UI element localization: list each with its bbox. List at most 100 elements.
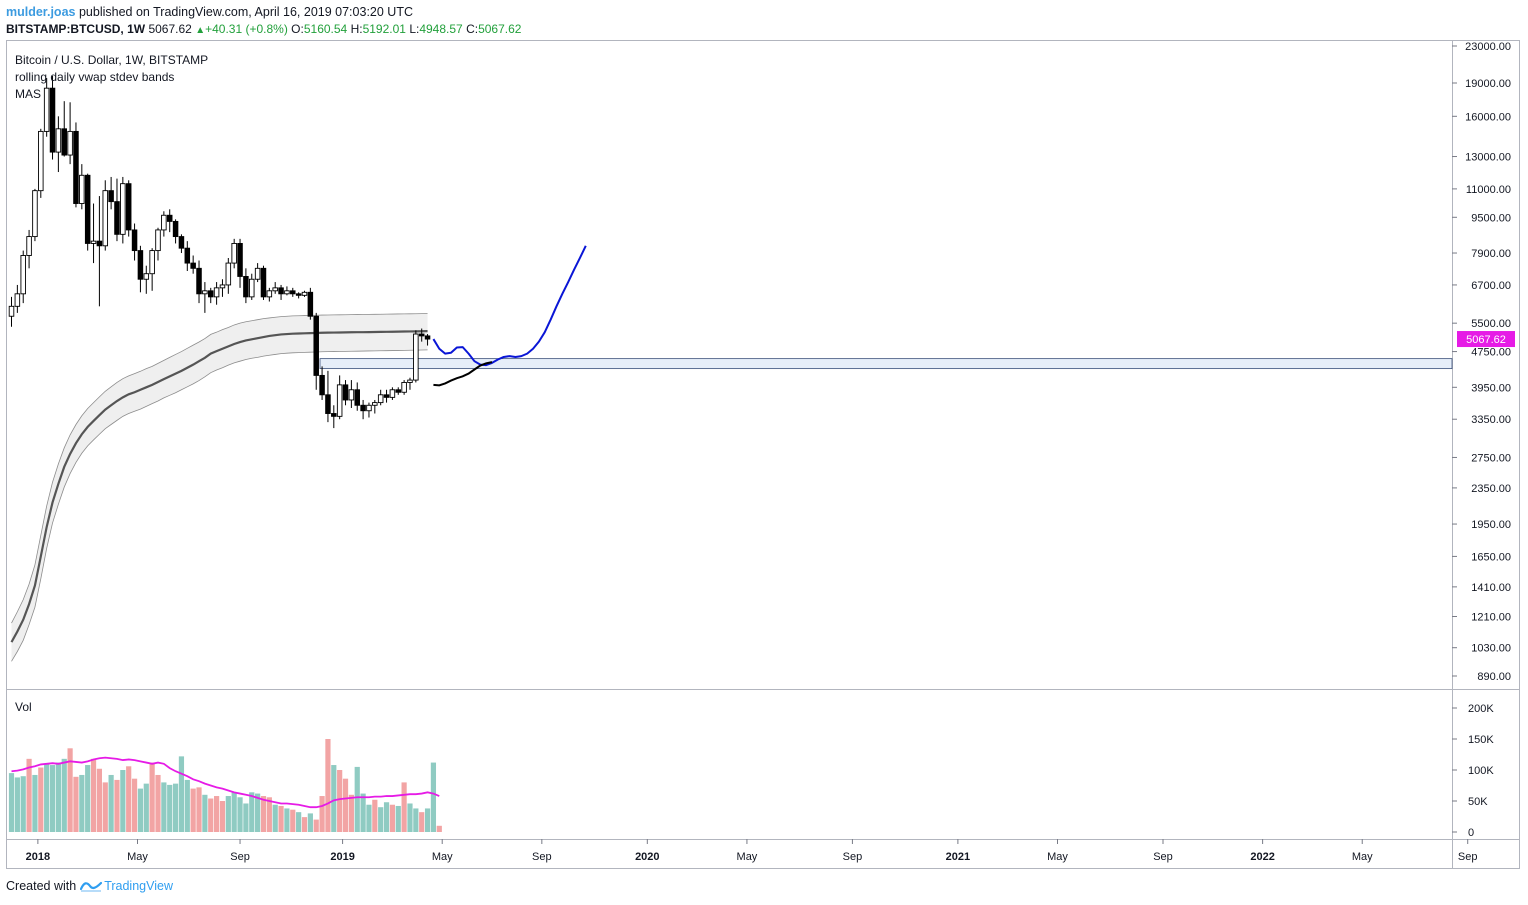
candle: [73, 122, 79, 208]
candle: [190, 255, 196, 274]
time-tick-label: 2021: [946, 851, 970, 863]
chart-canvas[interactable]: 890.00 1030.00 1210.00 1410.00 1650.00 1950.0…: [6, 40, 1520, 869]
legend-indicator-vwap[interactable]: rolling daily vwap stdev bands: [15, 70, 174, 84]
price-axis[interactable]: 890.00 1030.00 1210.00 1410.00 1650.00 1950.0…: [1452, 41, 1511, 683]
price-tick-label: 1030.00: [1471, 643, 1511, 655]
volume-tick-label: 200K: [1468, 703, 1494, 715]
candle: [207, 287, 214, 304]
candle: [20, 250, 26, 304]
candle: [266, 287, 273, 302]
candle: [325, 370, 331, 423]
volume-bar: [389, 804, 395, 832]
candle: [49, 76, 56, 160]
price-tick-label: 5500.00: [1471, 318, 1511, 330]
volume-bar: [190, 788, 196, 832]
candle: [55, 116, 62, 173]
volume-bar: [372, 799, 378, 832]
candle: [342, 380, 349, 406]
volume-tick-label: 100K: [1468, 765, 1494, 777]
candle: [137, 245, 144, 293]
candle: [131, 223, 138, 261]
candle-body: [266, 290, 273, 298]
candle-body: [137, 250, 144, 280]
candle-body: [272, 287, 278, 292]
volume-bar: [219, 801, 226, 832]
candle: [418, 328, 425, 342]
author-link[interactable]: mulder.joas: [6, 5, 76, 19]
volume-bar: [331, 765, 337, 832]
candle: [395, 387, 402, 395]
volume-bar: [237, 797, 243, 832]
candle-body: [307, 291, 314, 317]
candle-body: [26, 236, 32, 256]
candle-body: [149, 250, 155, 275]
price-tick-label: 890.00: [1477, 671, 1511, 683]
candle-body: [20, 255, 26, 295]
candle: [295, 292, 302, 299]
candle-body: [418, 333, 425, 337]
time-tick-label: May: [432, 851, 453, 863]
candle-body: [8, 305, 15, 317]
volume-bar: [196, 787, 202, 832]
volume-tick-label: 50K: [1468, 796, 1488, 808]
candle: [307, 287, 314, 320]
candle: [67, 102, 73, 165]
projection-lines: [432, 245, 587, 387]
volume-bar: [61, 758, 67, 832]
candle: [272, 282, 278, 294]
tradingview-brand[interactable]: TradingView: [80, 879, 173, 893]
candle: [237, 238, 243, 288]
vwap-bands: [10, 313, 428, 662]
candle-body: [348, 389, 355, 401]
volume-bar: [430, 762, 437, 832]
volume-bar: [178, 756, 185, 832]
candle: [202, 282, 208, 313]
volume-bar: [114, 779, 120, 832]
low-label: L:: [409, 22, 420, 36]
candle: [172, 219, 179, 244]
legend-indicator-mas[interactable]: MAS: [15, 87, 41, 101]
volume-bar: [20, 776, 26, 832]
time-tick-label: 2020: [635, 851, 659, 863]
volume-bar: [143, 783, 149, 832]
high-value: 5192.01: [362, 22, 406, 36]
time-axis[interactable]: 2018 May Sep 2019 May Sep 2020 May Sep 2021 May Sep…: [26, 839, 1478, 863]
volume-bar: [161, 782, 167, 832]
volume-bar: [307, 813, 313, 832]
volume-bar: [44, 763, 50, 832]
close-value: 5067.62: [478, 22, 522, 36]
volume-bar: [225, 796, 231, 832]
candle-body: [43, 87, 50, 132]
candle: [125, 180, 132, 237]
legend-volume[interactable]: Vol: [15, 700, 32, 714]
candle: [161, 211, 167, 237]
candle-body: [372, 402, 378, 406]
band-fill: [11, 313, 428, 662]
candle: [278, 284, 284, 300]
candle: [413, 330, 419, 383]
candle-body: [290, 290, 296, 295]
candle: [26, 229, 32, 269]
volume-ma-line: [11, 756, 440, 809]
volume-bar: [155, 774, 161, 832]
candle-body: [102, 190, 109, 247]
candle: [96, 196, 103, 307]
volume-bar: [38, 767, 44, 832]
high-label: H:: [350, 22, 363, 36]
candle: [331, 405, 337, 429]
price-tick-label: 2350.00: [1471, 483, 1511, 495]
price-tick-label: 3950.00: [1471, 382, 1511, 394]
volume-bar: [126, 766, 132, 832]
chart-border: [6, 40, 1520, 869]
candle: [90, 203, 97, 264]
price-tick-label: 1950.00: [1471, 519, 1511, 531]
chart-container[interactable]: 890.00 1030.00 1210.00 1410.00 1650.00 1950.0…: [6, 40, 1520, 869]
volume-axis[interactable]: 0 50K 100K 150K 200K: [1452, 703, 1494, 839]
candle: [290, 287, 296, 297]
candle-body: [120, 183, 126, 235]
candle-body: [401, 382, 407, 393]
candle: [184, 241, 191, 271]
candle-body: [360, 404, 366, 412]
candle: [313, 312, 319, 390]
volume-bar: [342, 778, 349, 832]
